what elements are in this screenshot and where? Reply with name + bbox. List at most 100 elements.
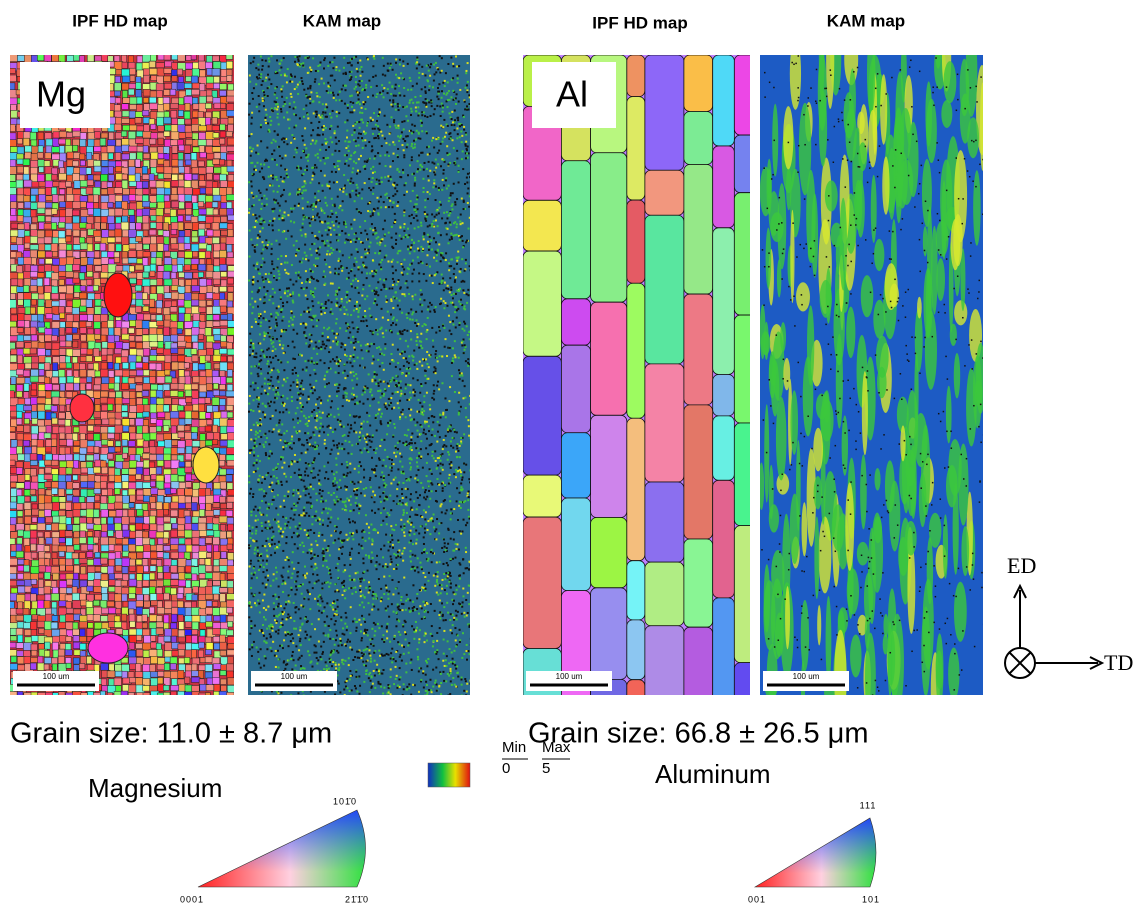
grain [65, 356, 70, 363]
kam-dot [394, 219, 396, 221]
grain [30, 538, 36, 545]
grain [156, 628, 163, 634]
grain [142, 615, 147, 622]
grain [151, 286, 156, 294]
grain [122, 419, 130, 426]
kam-dot [372, 76, 374, 78]
grain [23, 271, 30, 279]
kam-dot [359, 657, 361, 659]
kam-dot [311, 300, 313, 302]
kam-dot [364, 495, 366, 497]
kam-dot [299, 476, 301, 478]
kam-dot [366, 421, 368, 423]
kam-dot [367, 570, 369, 572]
kam-dot [255, 506, 257, 508]
kam-dot [265, 584, 267, 586]
ipf-map [9, 54, 236, 701]
kam-dot [255, 382, 257, 384]
kam-dot [262, 571, 264, 573]
grain [221, 552, 226, 559]
kam-dot [440, 463, 442, 465]
grain [144, 601, 151, 607]
kam-dot [387, 598, 389, 600]
kam-dot [422, 236, 424, 238]
grain [198, 272, 203, 277]
grain [178, 348, 185, 354]
kam-dot [406, 399, 408, 401]
kam-dot [299, 544, 301, 546]
kam-dot [265, 80, 267, 82]
grain [212, 440, 217, 445]
grain [123, 343, 130, 349]
kam-dot [434, 216, 436, 218]
kam-dot [450, 445, 452, 447]
kam-dot [286, 397, 288, 399]
kam-dot [325, 307, 327, 309]
kam-dot [327, 545, 329, 547]
kam-dot [306, 311, 308, 313]
grain [18, 320, 25, 327]
kam-dot [270, 295, 272, 297]
kam-dot [429, 408, 431, 410]
kam-dot [275, 409, 277, 411]
kam-dot [453, 619, 455, 621]
kam-dot [255, 547, 257, 549]
grain [227, 278, 233, 284]
grain [149, 230, 156, 235]
kam-dot [273, 428, 275, 430]
kam-dot [323, 307, 325, 309]
kam-dot [462, 289, 464, 291]
grain [81, 693, 87, 700]
grain [205, 223, 210, 228]
grain [213, 608, 220, 616]
kam-dot [320, 313, 322, 315]
grain [79, 56, 84, 63]
kam-dot [377, 532, 379, 534]
kam-dot [290, 208, 292, 210]
kam-dot [391, 661, 393, 663]
kam-dot [408, 293, 410, 295]
kam-dot [446, 593, 448, 595]
kam-dot [401, 488, 403, 490]
kam-dot [324, 439, 326, 441]
grain [198, 161, 204, 166]
kam-dot [361, 271, 363, 273]
grain [142, 559, 148, 566]
kam-dot [459, 221, 461, 223]
kam-dot [363, 571, 365, 573]
kam-dot [467, 492, 469, 494]
kam-dot [255, 268, 257, 270]
kam-dot [350, 371, 352, 373]
grain [149, 650, 157, 657]
grain [220, 55, 227, 62]
grain [52, 426, 59, 433]
kam-dot [403, 365, 405, 367]
grain [65, 531, 72, 537]
grain [24, 482, 30, 490]
kam-dot [402, 560, 404, 562]
grain [67, 160, 73, 166]
kam-dot [317, 600, 319, 602]
kam-dot [454, 557, 456, 559]
grain [227, 314, 232, 321]
grain [122, 469, 129, 475]
kam-dot [383, 479, 385, 481]
kam-dot [346, 680, 348, 682]
kam-dot [406, 512, 408, 514]
kam-dot [389, 82, 391, 84]
kam-dot [321, 653, 323, 655]
kam-dot [269, 405, 271, 407]
grain [115, 425, 123, 433]
grain [219, 287, 226, 292]
grain [122, 118, 131, 123]
kam-dot [401, 333, 403, 335]
grain [149, 334, 157, 342]
grain [157, 202, 165, 208]
grain [129, 391, 135, 399]
grain [137, 126, 144, 131]
kam-dot [359, 604, 361, 606]
grain [206, 83, 214, 88]
grain [143, 244, 149, 249]
grain [184, 111, 190, 119]
kam-dot [283, 500, 285, 502]
